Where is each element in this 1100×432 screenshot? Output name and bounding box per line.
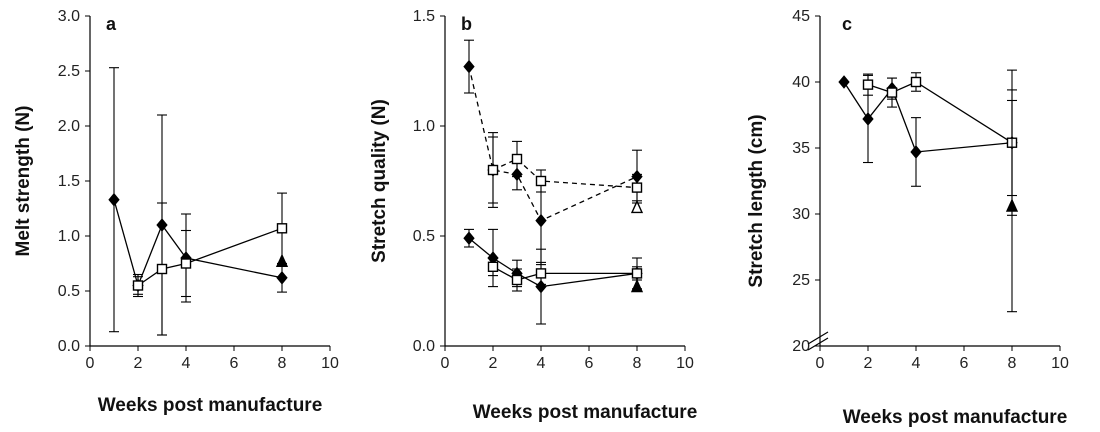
- axis-break-mark: [807, 337, 829, 351]
- y-tick-label: 2.0: [58, 118, 80, 135]
- y-tick-label: 1.5: [58, 173, 80, 190]
- triangle-marker: [630, 199, 644, 214]
- data-marks: [463, 39, 644, 325]
- x-axis-title: Weeks post manufacture: [843, 407, 1068, 428]
- square-marker: [487, 261, 499, 273]
- square-marker: [862, 79, 874, 90]
- x-tick-label: 10: [676, 355, 694, 372]
- panel-label: c: [842, 14, 852, 34]
- x-tick-label: 6: [960, 355, 969, 372]
- diamond-marker: [838, 75, 850, 89]
- axis-break-mark: [807, 331, 829, 345]
- x-tick-label: 4: [537, 355, 546, 372]
- data-marks: [838, 69, 1019, 313]
- y-tick-label: 25: [792, 272, 810, 289]
- diamond-marker: [535, 213, 547, 228]
- panel-b: b 0.0 0.5 1.0 1.5 0 2 4 6 8 10 Weeks post manufac…: [369, 8, 697, 423]
- y-tick-label: 1.0: [413, 118, 435, 135]
- series-line: [492, 266, 637, 281]
- diamond-marker: [862, 112, 874, 126]
- x-tick-label: 4: [182, 355, 191, 372]
- square-marker: [276, 223, 288, 234]
- y-axis-title: Stretch quality (N): [369, 99, 390, 263]
- series-line: [113, 199, 283, 288]
- series-line: [137, 227, 283, 287]
- square-marker: [156, 263, 168, 275]
- x-tick-label: 2: [489, 355, 498, 372]
- square-marker: [132, 280, 144, 291]
- triangle-marker: [275, 253, 289, 268]
- diamond-marker: [910, 145, 922, 159]
- panel-a: a 0.0 0.5 1.0 1.5 2.0 2.5 3.0 0 2 4 6 8 10 Weeks pos…: [13, 8, 339, 416]
- x-tick-label: 2: [134, 355, 143, 372]
- panel-c: c 20 25 30 35 40 45 0 2 4 6 8 10 Weeks post manufac…: [746, 8, 1069, 428]
- axes: 0.0 0.5 1.0 1.5 0 2 4 6 8 10: [413, 8, 694, 372]
- square-marker: [511, 274, 523, 286]
- y-tick-label: 0.5: [413, 228, 435, 245]
- x-axis-title: Weeks post manufacture: [98, 395, 323, 416]
- square-marker: [886, 87, 898, 98]
- panel-label: a: [106, 14, 117, 34]
- triangle-marker: [630, 278, 644, 293]
- axes: 0.0 0.5 1.0 1.5 2.0 2.5 3.0 0 2 4 6 8 10: [58, 8, 339, 372]
- square-marker: [511, 153, 523, 165]
- x-tick-label: 0: [816, 355, 825, 372]
- diamond-marker: [463, 231, 475, 245]
- square-marker: [631, 268, 643, 279]
- square-marker: [910, 76, 922, 88]
- y-tick-label: 1.5: [413, 8, 435, 25]
- square-marker: [180, 258, 192, 269]
- x-tick-label: 8: [278, 355, 287, 372]
- diamond-marker: [463, 59, 475, 74]
- y-tick-label: 45: [792, 8, 810, 25]
- y-tick-label: 0.0: [58, 338, 80, 355]
- x-tick-label: 10: [1051, 355, 1069, 372]
- x-tick-label: 6: [230, 355, 239, 372]
- square-marker: [535, 175, 547, 187]
- x-tick-label: 4: [912, 355, 921, 372]
- y-axis-title: Melt strength (N): [13, 106, 34, 257]
- y-tick-label: 1.0: [58, 228, 80, 245]
- square-marker: [535, 268, 547, 279]
- y-tick-label: 0.0: [413, 338, 435, 355]
- y-tick-label: 30: [792, 206, 810, 223]
- x-tick-label: 8: [633, 355, 642, 372]
- y-tick-label: 3.0: [58, 8, 80, 25]
- y-axis-title: Stretch length (cm): [746, 114, 767, 287]
- data-marks: [108, 67, 289, 336]
- square-marker: [487, 164, 499, 176]
- series-line: [867, 81, 1013, 144]
- triangle-marker: [1005, 198, 1019, 212]
- x-tick-label: 6: [585, 355, 594, 372]
- diamond-marker: [108, 192, 120, 207]
- x-tick-label: 2: [864, 355, 873, 372]
- series-line: [468, 66, 638, 222]
- y-tick-label: 40: [792, 74, 810, 91]
- x-axis-title: Weeks post manufacture: [473, 402, 698, 423]
- y-tick-label: 0.5: [58, 283, 80, 300]
- y-tick-label: 35: [792, 140, 810, 157]
- x-tick-label: 0: [441, 355, 450, 372]
- y-tick-label: 20: [792, 338, 810, 355]
- square-marker: [631, 182, 643, 193]
- x-tick-label: 0: [86, 355, 95, 372]
- series-line: [492, 158, 638, 189]
- x-tick-label: 8: [1008, 355, 1017, 372]
- diamond-marker: [276, 271, 288, 285]
- y-tick-label: 2.5: [58, 63, 80, 80]
- panel-label: b: [461, 14, 472, 34]
- x-tick-label: 10: [321, 355, 339, 372]
- axes: 20 25 30 35 40 45 0 2 4 6 8 10: [792, 8, 1069, 372]
